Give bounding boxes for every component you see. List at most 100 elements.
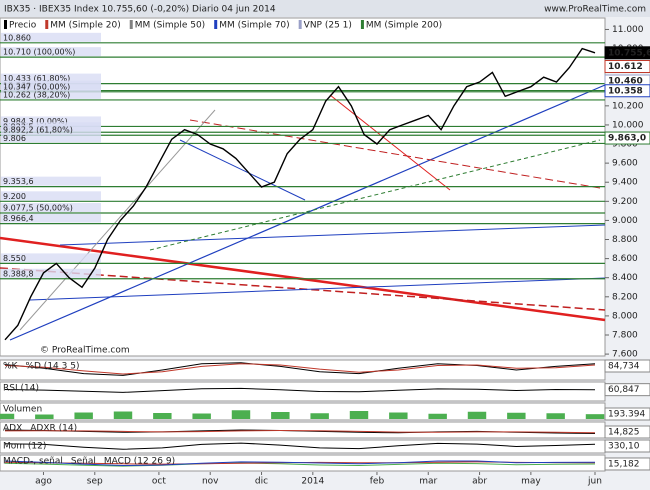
level-label: 8.966,4 <box>3 214 34 223</box>
last-value-label: 60,847 <box>608 385 640 395</box>
y-tick-label: 8.200 <box>612 292 638 302</box>
indicator-legend: MACD-, señal <box>3 457 63 467</box>
price-label: 10.460 <box>608 77 643 87</box>
last-value-label: 14,825 <box>608 428 640 438</box>
y-tick-label: 9.600 <box>612 159 638 169</box>
level-label-bg <box>1 176 101 186</box>
level-label: 9.077,5 (50,00%) <box>3 204 73 213</box>
indicator-legend: RSI (14) <box>3 384 39 394</box>
last-value-label: 193.394 <box>608 410 645 420</box>
trend-line <box>179 139 306 201</box>
x-tick-label: sep <box>87 477 103 487</box>
volume-bar <box>35 414 54 419</box>
series-line <box>4 387 596 393</box>
level-label: 9.200 <box>3 192 26 201</box>
last-value-label: 330,10 <box>608 442 640 452</box>
level-label: 10.710 (100,00%) <box>3 48 75 57</box>
x-tick-label: 2014 <box>301 477 324 487</box>
level-label-bg <box>1 73 101 83</box>
volume-bar <box>74 412 93 419</box>
x-tick-label: oct <box>152 477 166 487</box>
legend-entry: MM (Simple 50) <box>135 21 205 31</box>
level-label: 10.262 (38,20%) <box>3 90 70 99</box>
y-tick-label: 8.800 <box>612 235 638 245</box>
volume-bar <box>349 411 369 419</box>
x-tick-label: ago <box>35 477 52 487</box>
price-label-box <box>604 131 650 145</box>
legend-swatch <box>129 20 133 29</box>
last-value-box <box>604 359 650 373</box>
y-tick-label: 9.800 <box>612 140 638 150</box>
y-tick-label: 8.000 <box>612 311 638 321</box>
level-label-bg <box>1 81 101 91</box>
legend-entry: MM (Simple 70) <box>219 21 289 31</box>
indicator-legend: ADX <box>3 424 22 434</box>
price-label-box <box>604 46 650 60</box>
level-label: 10.860 <box>3 33 31 42</box>
volume-bar <box>231 410 251 419</box>
moving-average <box>149 139 601 251</box>
last-value-box <box>604 439 650 453</box>
price-label-box <box>604 60 650 74</box>
level-label: 10.433 (61,80%) <box>3 74 70 83</box>
level-label: 9.353,6 <box>3 177 34 186</box>
series-line <box>4 47 596 341</box>
legend-entry: Precio <box>9 21 37 31</box>
volume-bar <box>192 413 211 419</box>
series-line <box>4 362 596 376</box>
x-tick-label: mar <box>419 477 437 487</box>
indicator-legend: Mom (12) <box>3 442 46 452</box>
level-label: 9.806 <box>3 134 26 143</box>
indicator-legend: %D (14 3 5) <box>25 362 79 372</box>
price-label: 9.863,0 <box>608 134 646 144</box>
series-line <box>4 442 596 450</box>
last-value-box <box>604 457 650 471</box>
level-label: 10.347 (50,00%) <box>3 82 70 91</box>
legend-swatch <box>4 20 7 29</box>
level-label-bg <box>1 47 101 57</box>
volume-bar <box>507 412 526 419</box>
volume-bar <box>389 412 408 419</box>
y-tick-label: 7.600 <box>612 350 638 360</box>
indicator-panel <box>0 421 606 439</box>
level-label-bg <box>1 32 101 42</box>
y-tick-label: 10.000 <box>612 120 644 130</box>
x-tick-label: dic <box>255 477 268 487</box>
header-bar <box>0 0 650 17</box>
y-tick-label: 9.400 <box>612 178 638 188</box>
last-value-box <box>604 425 650 439</box>
trend-line <box>329 94 451 191</box>
level-label: 8.550 <box>3 254 26 263</box>
x-tick-label: jun <box>587 477 602 487</box>
y-tick-label: 8.400 <box>612 273 638 283</box>
x-tick-label: feb <box>370 477 385 487</box>
price-label: 10.612 <box>608 62 643 72</box>
level-label: 8.388,8 <box>3 269 34 278</box>
series-line <box>4 363 596 375</box>
chart-title: IBX35 · IBEX35 Index 10.755,60 (-0,20%) … <box>4 5 276 15</box>
series-line <box>4 460 596 467</box>
trend-line <box>189 119 601 189</box>
volume-bar <box>585 414 605 419</box>
price-label: 10.755,60 <box>608 48 650 58</box>
y-tick-label: 9.200 <box>612 197 638 207</box>
level-label-bg <box>1 116 101 126</box>
indicator-legend: Señal <box>71 457 96 467</box>
level-label-bg <box>1 253 101 263</box>
last-value-box <box>604 407 650 421</box>
level-label-bg <box>1 89 101 99</box>
channel-line <box>19 109 216 331</box>
level-label-bg <box>1 203 101 213</box>
level-label-bg <box>1 268 101 278</box>
trend-line <box>29 277 606 301</box>
credit: © ProRealTime.com <box>40 346 130 356</box>
legend-entry: MM (Simple 20) <box>50 21 120 31</box>
volume-bar <box>113 411 133 419</box>
y-tick-label: 7.800 <box>612 330 638 340</box>
series-line <box>4 429 596 434</box>
level-label-bg <box>1 125 101 135</box>
x-tick-label: may <box>521 477 541 487</box>
legend-entry: MM (Simple 200) <box>366 21 442 31</box>
last-value-label: 15,182 <box>608 459 640 469</box>
